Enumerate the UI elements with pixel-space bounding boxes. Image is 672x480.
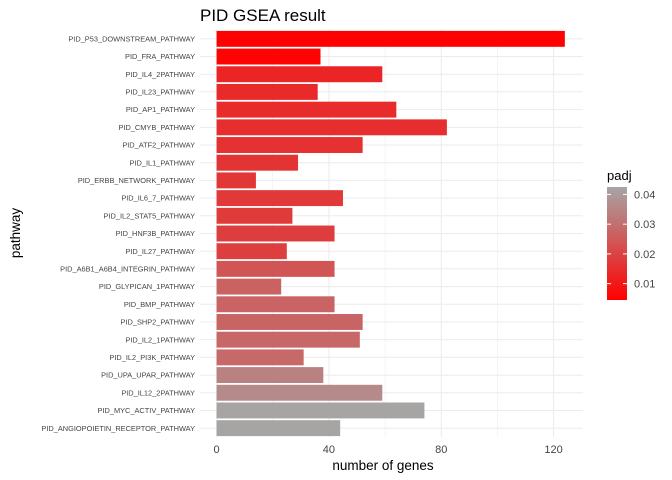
- y-tick-label: PID_HNF3B_PATHWAY: [116, 229, 195, 238]
- y-axis-label: pathway: [8, 208, 23, 259]
- legend-title: padj: [607, 168, 632, 183]
- legend: padj 0.01 0.02 0.03 0.04: [607, 168, 655, 300]
- y-tick-label: PID_ATF2_PATHWAY: [122, 141, 195, 150]
- y-tick-label: PID_BMP_PATHWAY: [124, 300, 195, 309]
- legend-colorbar: [607, 187, 627, 300]
- y-tick-label: PID_A6B1_A6B4_INTEGRIN_PATHWAY: [60, 264, 195, 273]
- bar-pid-upa-upar-pathway: [216, 367, 324, 384]
- y-tick-label: PID_IL4_2PATHWAY: [125, 70, 195, 79]
- bar-pid-glypican-1pathway: [216, 278, 282, 295]
- bar-pid-myc-activ-pathway: [216, 402, 425, 419]
- bar-pid-shp2-pathway: [216, 314, 363, 330]
- y-tick-label: PID_IL27_PATHWAY: [125, 247, 195, 256]
- bar-pid-il2-1pathway: [216, 331, 360, 348]
- legend-tick-label: 0.04: [634, 189, 655, 201]
- y-tick-label: PID_MYC_ACTIV_PATHWAY: [98, 406, 196, 415]
- y-tick-label: PID_IL12_2PATHWAY: [121, 388, 195, 397]
- bar-pid-il2-stat5-pathway: [216, 207, 293, 224]
- legend-tick-label: 0.03: [634, 219, 655, 231]
- x-tick-label: 120: [544, 444, 562, 456]
- bar-pid-il12-2pathway: [216, 384, 383, 401]
- y-tick-label: PID_ANGIOPOIETIN_RECEPTOR_PATHWAY: [41, 424, 195, 433]
- bar-pid-p53-downstream-pathway: [216, 30, 565, 47]
- y-tick-label: PID_AP1_PATHWAY: [126, 105, 195, 114]
- bar-pid-erbb-network-pathway: [216, 172, 256, 189]
- y-tick-labels: PID_P53_DOWNSTREAM_PATHWAY PID_FRA_PATHWA…: [41, 34, 195, 432]
- y-tick-label: PID_IL23_PATHWAY: [125, 88, 195, 97]
- bar-pid-angiopoietin-receptor-pathway: [216, 420, 341, 437]
- y-tick-label: PID_GLYPICAN_1PATHWAY: [99, 282, 195, 291]
- legend-tick-label: 0.01: [634, 279, 655, 291]
- bar-pid-il2-pi3k-pathway: [216, 349, 304, 366]
- x-tick-labels: 0 40 80 120: [214, 444, 563, 456]
- y-tick-label: PID_P53_DOWNSTREAM_PATHWAY: [68, 34, 195, 43]
- bars: [216, 30, 565, 437]
- y-tick-label: PID_IL6_7_PATHWAY: [121, 194, 195, 203]
- y-tick-label: PID_FRA_PATHWAY: [125, 52, 195, 61]
- bar-pid-hnf3b-pathway: [216, 225, 335, 242]
- bar-pid-bmp-pathway: [216, 296, 335, 313]
- y-tick-label: PID_IL2_STAT5_PATHWAY: [104, 211, 196, 220]
- y-tick-label: PID_UPA_UPAR_PATHWAY: [101, 371, 195, 380]
- x-tick-label: 80: [435, 444, 447, 456]
- y-tick-label: PID_IL2_PI3K_PATHWAY: [109, 353, 195, 362]
- x-axis-label: number of genes: [332, 458, 434, 473]
- bar-pid-il4-2pathway: [216, 66, 383, 83]
- x-tick-label: 0: [214, 444, 220, 456]
- legend-tick-label: 0.02: [634, 249, 655, 261]
- y-tick-label: PID_CMYB_PATHWAY: [118, 123, 195, 132]
- y-tick-label: PID_ERBB_NETWORK_PATHWAY: [78, 176, 195, 185]
- bar-pid-cmyb-pathway: [216, 119, 447, 136]
- bar-pid-il6-7-pathway: [216, 190, 343, 207]
- y-tick-label: PID_IL2_1PATHWAY: [125, 335, 195, 344]
- bar-pid-il23-pathway: [216, 83, 318, 100]
- bar-pid-il27-pathway: [216, 243, 287, 260]
- bar-pid-fra-pathway: [216, 48, 321, 65]
- y-tick-label: PID_SHP2_PATHWAY: [121, 318, 196, 327]
- bar-pid-a6b1-a6b4-integrin-pathway: [216, 260, 335, 277]
- chart-title: PID GSEA result: [200, 6, 326, 25]
- bar-pid-il1-pathway: [216, 154, 299, 171]
- legend-ticks: 0.01 0.02 0.03 0.04: [607, 189, 655, 291]
- bar-pid-atf2-pathway: [216, 137, 363, 153]
- y-tick-label: PID_IL1_PATHWAY: [130, 158, 196, 167]
- bar-pid-ap1-pathway: [216, 101, 397, 118]
- x-tick-label: 40: [323, 444, 335, 456]
